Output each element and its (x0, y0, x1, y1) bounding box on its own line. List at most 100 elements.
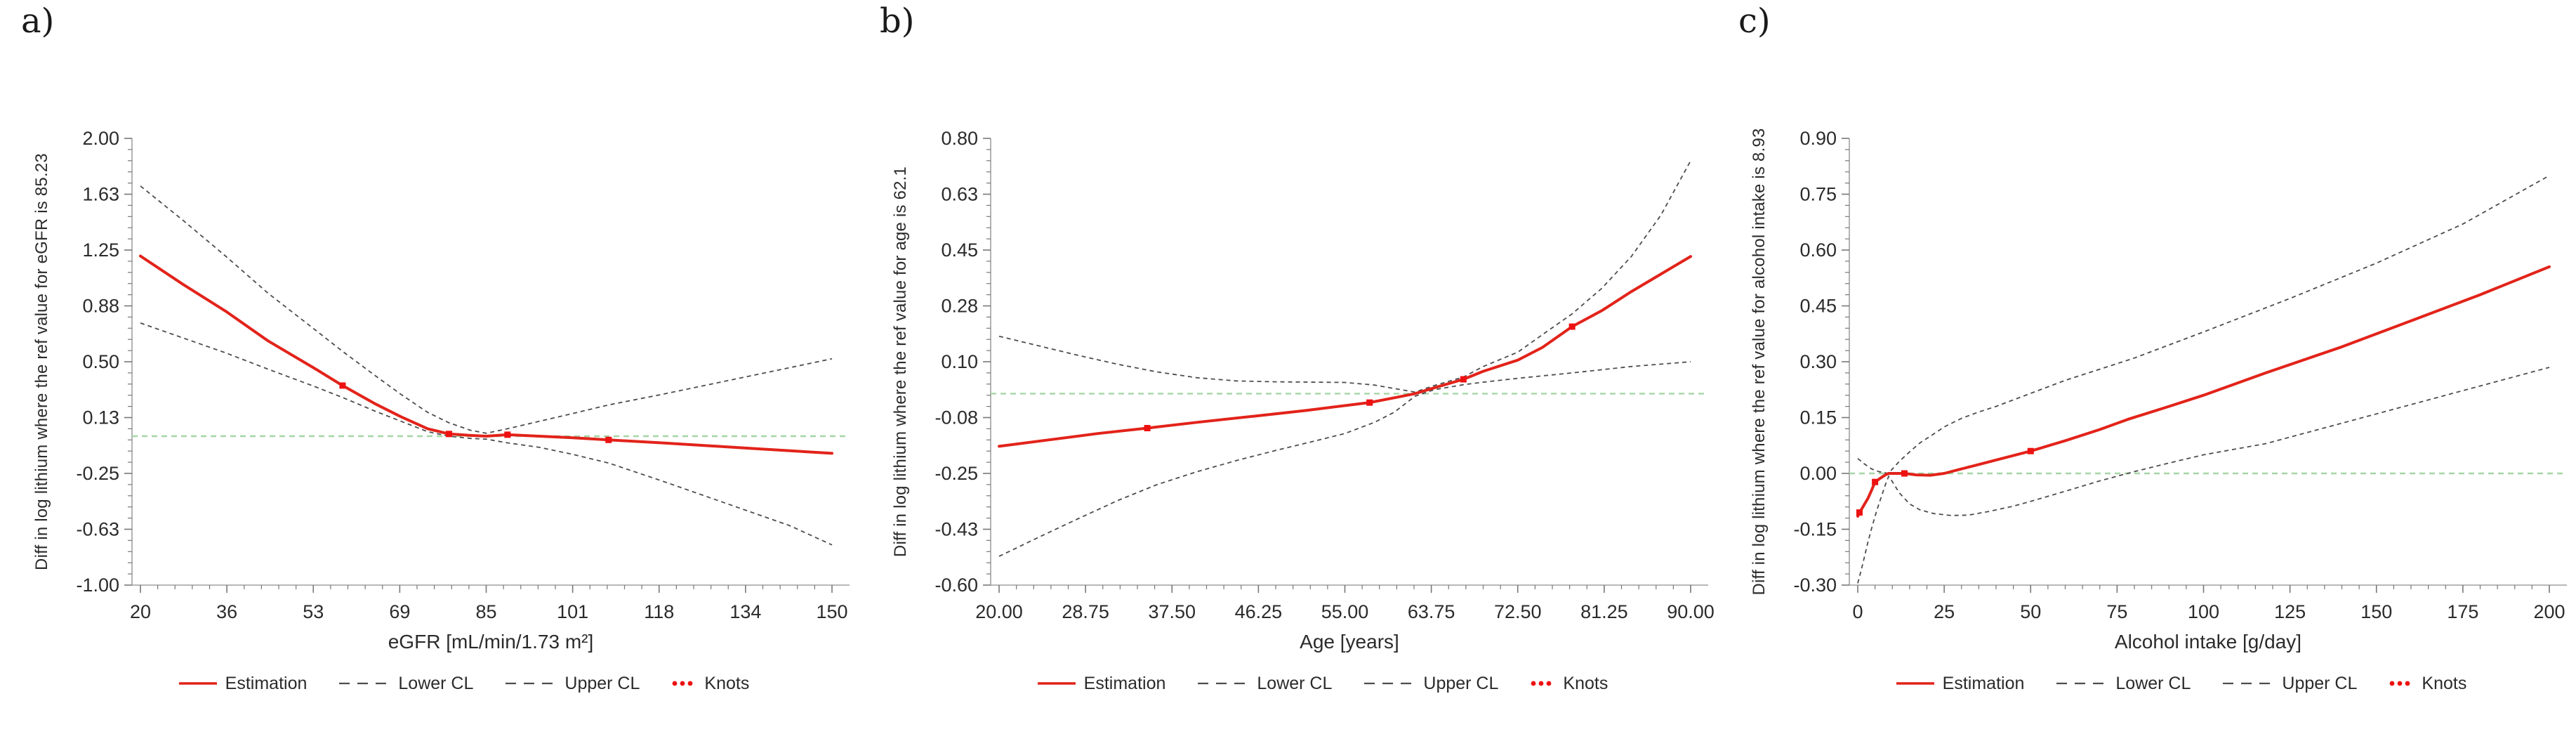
x-tick-label: 150 (2360, 601, 2392, 622)
legend-label-knots: Knots (1563, 673, 1609, 693)
lower-cl-line-icon (1198, 682, 1250, 685)
upper-cl-line (140, 185, 833, 434)
knot-marker (2027, 447, 2034, 454)
x-tick-label: 69 (389, 601, 410, 622)
legend-label-knots: Knots (704, 673, 750, 693)
legend: Estimation Lower CL Upper CL Knots (1795, 671, 2567, 695)
x-tick-label: 0 (1852, 601, 1863, 622)
upper-cl-line (998, 160, 1691, 393)
knot-marker (445, 431, 452, 438)
x-tick-label: 150 (816, 601, 847, 622)
x-tick-label: 175 (2447, 601, 2478, 622)
legend-label-lower-cl: Lower CL (398, 673, 474, 693)
legend-label-upper-cl: Upper CL (2282, 673, 2358, 693)
x-tick-label: 85 (475, 601, 496, 622)
x-tick-label: 81.25 (1580, 601, 1628, 622)
x-tick-label: 25 (1934, 601, 1955, 622)
knots-dots-icon (672, 681, 693, 686)
x-tick-label: 20.00 (975, 601, 1023, 622)
lower-cl-line (140, 322, 833, 546)
panel-letter-c: c) (1738, 1, 1771, 41)
x-tick-label: 53 (303, 601, 324, 622)
legend-item-lower-cl: Lower CL (2055, 674, 2191, 694)
y-tick-label: 1.25 (82, 240, 119, 261)
legend: Estimation Lower CL Upper CL Knots (77, 671, 850, 695)
lower-cl-line-icon (339, 682, 392, 685)
knot-marker (1144, 424, 1151, 431)
y-tick-label: 0.88 (82, 296, 119, 317)
estimation-line-icon (178, 682, 217, 685)
legend-item-estimation: Estimation (1036, 674, 1165, 694)
legend-item-upper-cl: Upper CL (1363, 674, 1498, 694)
y-tick-label: 0.28 (941, 296, 978, 317)
upper-cl-line-icon (506, 682, 558, 685)
x-tick-label: 118 (644, 601, 674, 622)
y-tick-label: 0.50 (82, 351, 119, 372)
legend: Estimation Lower CL Upper CL Knots (936, 671, 1708, 695)
x-tick-label: 200 (2533, 601, 2565, 622)
y-tick-label: 0.90 (1799, 128, 1837, 149)
legend-item-estimation: Estimation (1895, 673, 2025, 694)
knot-marker (1568, 323, 1576, 330)
knot-marker (339, 382, 346, 389)
lower-cl-line-icon (2056, 682, 2109, 685)
legend-item-lower-cl: Lower CL (1196, 674, 1332, 694)
x-axis-title: Age [years] (1300, 631, 1399, 653)
y-tick-label: -1.00 (76, 575, 119, 596)
y-tick-label: 0.80 (941, 128, 978, 149)
legend-item-estimation: Estimation (178, 673, 308, 694)
knot-marker (1460, 376, 1467, 383)
legend-item-upper-cl: Upper CL (504, 674, 640, 694)
legend-item-knots: Knots (2388, 674, 2466, 694)
knots-dots-icon (2389, 681, 2410, 686)
legend-item-upper-cl: Upper CL (2221, 674, 2357, 694)
y-tick-label: 0.75 (1799, 184, 1837, 205)
x-tick-label: 37.50 (1148, 601, 1196, 622)
y-tick-label: -0.43 (934, 519, 978, 540)
x-axis-title: Alcohol intake [g/day] (2114, 631, 2302, 653)
x-tick-label: 72.50 (1494, 601, 1542, 622)
x-tick-label: 125 (2274, 601, 2306, 622)
legend-label-estimation: Estimation (1942, 673, 2025, 693)
x-tick-label: 90.00 (1667, 601, 1715, 622)
plot-area-alcohol: 0 25 50 75 100 125 150 175 200 0.90 0.75 0.60 0.45 0.… (1793, 128, 2567, 622)
x-tick-label: 100 (2188, 601, 2219, 622)
estimation-line-icon (1037, 682, 1076, 685)
legend-label-lower-cl: Lower CL (1257, 673, 1333, 693)
y-tick-label: 0.45 (1799, 296, 1837, 317)
panel-c: c) Diff in log lithium where the ref val… (1717, 0, 2576, 734)
knot-marker (1366, 399, 1373, 406)
panel-letter-b: b) (880, 1, 915, 41)
upper-cl-line-icon (2223, 682, 2276, 685)
legend-label-upper-cl: Upper CL (1423, 673, 1499, 693)
y-tick-label: 0.10 (941, 351, 978, 372)
x-axis-title: eGFR [mL/min/1.73 m²] (388, 631, 594, 653)
estimation-line (998, 255, 1692, 448)
lower-cl-line (1857, 367, 2550, 584)
legend-item-knots: Knots (671, 674, 749, 694)
knot-marker (1901, 470, 1908, 477)
legend-label-upper-cl: Upper CL (564, 673, 640, 693)
knot-marker (1856, 509, 1863, 516)
y-tick-label: 0.45 (941, 240, 978, 261)
y-tick-label: -0.08 (934, 407, 978, 428)
plot-area-age: 20.00 28.75 37.50 46.25 55.00 63.75 72.50 81.25… (934, 128, 1715, 622)
x-tick-label: 50 (2020, 601, 2041, 622)
x-tick-label: 101 (557, 601, 588, 622)
y-tick-label: 0.30 (1799, 351, 1837, 372)
upper-cl-line (1857, 175, 2550, 474)
y-tick-label: -0.60 (934, 575, 978, 596)
knot-marker (1872, 478, 1879, 485)
upper-cl-line-icon (1364, 682, 1417, 685)
estimation-line-icon (1896, 682, 1934, 685)
y-tick-label: -0.30 (1793, 575, 1837, 596)
panel-a: a) Diff in log lithium where the ref val… (0, 0, 859, 734)
estimation-line (1856, 265, 2551, 518)
legend-label-knots: Knots (2422, 673, 2467, 693)
x-tick-label: 75 (2106, 601, 2127, 622)
panel-b: b) Diff in log lithium where the ref val… (859, 0, 1717, 734)
y-tick-label: 1.63 (82, 184, 119, 205)
legend-label-estimation: Estimation (225, 673, 308, 693)
x-tick-label: 55.00 (1321, 601, 1369, 622)
legend-label-lower-cl: Lower CL (2115, 673, 2191, 693)
